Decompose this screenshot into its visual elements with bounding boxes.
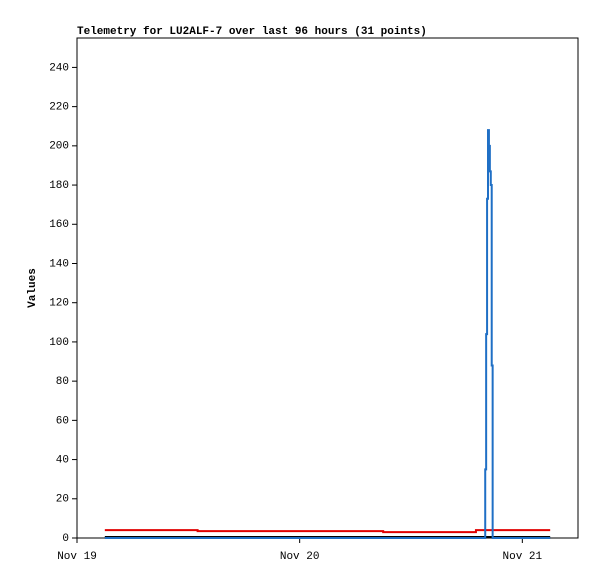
y-tick-label: 220 (49, 102, 69, 114)
y-tick-label: 40 (56, 454, 69, 466)
y-tick-label: 20 (56, 494, 69, 506)
y-tick-label: 180 (49, 180, 69, 192)
y-tick-label: 60 (56, 415, 69, 427)
y-tick-label: 80 (56, 376, 69, 388)
x-tick-label: Nov 20 (280, 551, 320, 563)
x-tick-label: Nov 21 (503, 551, 543, 563)
y-tick-label: 240 (49, 62, 69, 74)
y-tick-label: 140 (49, 258, 69, 270)
chart-title: Telemetry for LU2ALF-7 over last 96 hour… (77, 26, 427, 38)
x-tick-label: Nov 19 (57, 551, 97, 563)
y-tick-label: 0 (62, 533, 69, 545)
y-tick-label: 120 (49, 298, 69, 310)
series-line (104, 129, 551, 539)
y-tick-label: 200 (49, 141, 69, 153)
y-axis-label: Values (27, 268, 39, 308)
series-line (104, 529, 551, 534)
plot-frame (76, 37, 579, 539)
y-tick-label: 100 (49, 337, 69, 349)
y-tick-label: 160 (49, 219, 69, 231)
